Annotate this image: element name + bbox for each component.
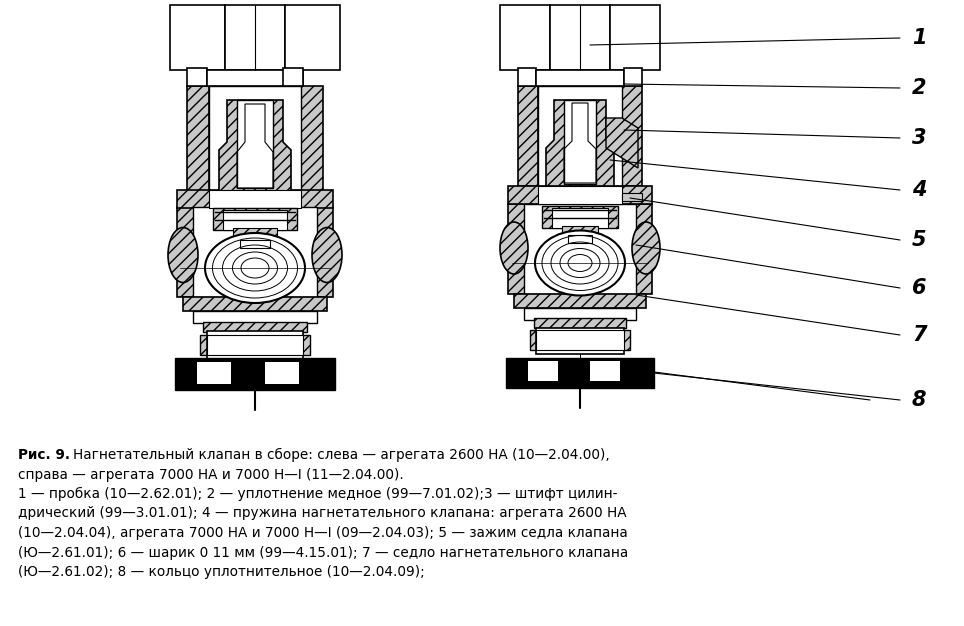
Bar bbox=[223, 210, 287, 230]
Text: Нагнетательный клапан в сборе: слева — агрегата 2600 НА (10—2.04.00),: Нагнетательный клапан в сборе: слева — а… bbox=[73, 448, 610, 462]
Bar bbox=[207, 335, 303, 355]
Text: 4: 4 bbox=[912, 180, 926, 200]
Bar bbox=[564, 100, 596, 184]
Ellipse shape bbox=[632, 222, 660, 274]
Bar bbox=[562, 226, 598, 236]
Bar bbox=[496, 218, 516, 294]
Ellipse shape bbox=[535, 230, 625, 295]
Text: справа — агрегата 7000 НА и 7000 Н—I (11—2.04.00).: справа — агрегата 7000 НА и 7000 Н—I (11… bbox=[18, 468, 404, 481]
Bar bbox=[285, 5, 340, 70]
Ellipse shape bbox=[205, 233, 305, 303]
Text: 5: 5 bbox=[912, 230, 926, 250]
Text: дрический (99—3.01.01); 4 — пружина нагнетательного клапана: агрегата 2600 НА: дрический (99—3.01.01); 4 — пружина нагн… bbox=[18, 506, 627, 520]
Polygon shape bbox=[219, 100, 291, 191]
Bar bbox=[550, 5, 610, 70]
Bar bbox=[237, 100, 273, 188]
Text: 1 — пробка (10—2.62.01); 2 — уплотнение медное (99—7.01.02);3 — штифт цилин-: 1 — пробка (10—2.62.01); 2 — уплотнение … bbox=[18, 487, 618, 501]
Bar bbox=[233, 228, 277, 240]
Bar bbox=[536, 330, 624, 350]
Text: 7: 7 bbox=[912, 325, 926, 345]
Bar bbox=[508, 204, 652, 294]
Bar bbox=[536, 70, 624, 86]
Bar bbox=[506, 358, 654, 388]
Bar bbox=[209, 190, 301, 208]
Bar bbox=[207, 70, 303, 86]
Bar bbox=[500, 5, 550, 70]
Bar bbox=[283, 68, 303, 86]
Bar bbox=[524, 308, 636, 320]
Bar bbox=[197, 362, 231, 384]
Ellipse shape bbox=[168, 227, 198, 282]
Text: (Ю—2.61.02); 8 — кольцо уплотнительное (10—2.04.09);: (Ю—2.61.02); 8 — кольцо уплотнительное (… bbox=[18, 565, 425, 579]
Text: 8: 8 bbox=[912, 390, 926, 410]
Bar bbox=[508, 186, 652, 204]
Text: Рис. 9.: Рис. 9. bbox=[18, 448, 70, 462]
Bar bbox=[528, 361, 558, 381]
Bar bbox=[530, 330, 630, 350]
Text: (10—2.04.04), агрегата 7000 НА и 7000 Н—I (09—2.04.03); 5 — зажим седла клапана: (10—2.04.04), агрегата 7000 НА и 7000 Н—… bbox=[18, 526, 628, 540]
Bar bbox=[213, 208, 297, 230]
Bar bbox=[200, 335, 310, 355]
Bar bbox=[538, 186, 622, 204]
Bar bbox=[576, 362, 584, 380]
Bar bbox=[209, 86, 301, 191]
Bar bbox=[514, 294, 646, 308]
Polygon shape bbox=[546, 100, 614, 186]
Text: 2: 2 bbox=[912, 78, 926, 98]
Bar bbox=[325, 220, 345, 300]
Polygon shape bbox=[606, 118, 638, 168]
Bar bbox=[536, 328, 624, 354]
Bar bbox=[177, 190, 333, 208]
Bar bbox=[524, 204, 636, 294]
Bar bbox=[250, 363, 260, 383]
Ellipse shape bbox=[500, 222, 528, 274]
Bar bbox=[624, 68, 642, 86]
Bar bbox=[207, 331, 303, 359]
Bar bbox=[187, 86, 209, 191]
Bar bbox=[590, 361, 620, 381]
Bar bbox=[552, 208, 608, 228]
Bar bbox=[568, 235, 592, 243]
Bar bbox=[183, 297, 327, 311]
Bar bbox=[265, 362, 299, 384]
Bar bbox=[175, 358, 335, 390]
Bar bbox=[203, 322, 307, 332]
Bar bbox=[622, 86, 642, 186]
Bar bbox=[177, 207, 333, 297]
Bar bbox=[610, 5, 660, 70]
Text: (Ю—2.61.01); 6 — шарик 0 11 мм (99—4.15.01); 7 — седло нагнетательного клапана: (Ю—2.61.01); 6 — шарик 0 11 мм (99—4.15.… bbox=[18, 545, 629, 560]
Bar bbox=[534, 318, 626, 328]
Bar bbox=[622, 193, 642, 201]
Text: 6: 6 bbox=[912, 278, 926, 298]
Bar bbox=[542, 206, 618, 228]
Bar bbox=[165, 220, 185, 300]
Bar bbox=[193, 207, 317, 297]
Ellipse shape bbox=[312, 227, 342, 282]
Bar bbox=[240, 240, 270, 248]
Bar bbox=[518, 68, 536, 86]
Bar bbox=[225, 5, 285, 70]
Text: 1: 1 bbox=[912, 28, 926, 48]
Bar bbox=[518, 86, 538, 186]
Bar bbox=[538, 86, 622, 186]
Bar bbox=[187, 68, 207, 86]
Text: 3: 3 bbox=[912, 128, 926, 148]
Bar bbox=[170, 5, 225, 70]
Bar bbox=[193, 311, 317, 323]
Bar bbox=[301, 86, 323, 191]
Bar bbox=[644, 218, 664, 294]
